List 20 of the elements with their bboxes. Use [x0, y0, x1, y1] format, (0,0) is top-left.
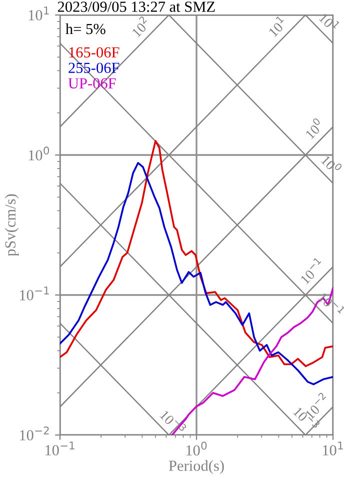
y-tick-label: 10$^{−2}$ [20, 426, 49, 440]
text: UP-06F [68, 78, 116, 88]
y-tick-label: 10$^{−1}$ [20, 286, 49, 300]
annotation: 10$^{2}$ [129, 16, 151, 38]
annotation: 10$^{0}$ [302, 117, 325, 140]
x-tick-label: 10$^{0}$ [186, 442, 207, 456]
text: 255-06F [68, 62, 120, 74]
y-axis-title: pSv(cm/s) [4, 194, 19, 256]
annotation: 10$^{1}$ [266, 15, 288, 38]
annotation: 10$^{−1}$ [298, 256, 326, 285]
annotation: 10$^{−3}$ [160, 408, 187, 436]
y-tick-label: 10$^{0}$ [28, 146, 50, 160]
x-tick-label: 10$^{−1}$ [46, 442, 74, 456]
x-axis-title: Period(s) [168, 460, 224, 474]
y-tick-label: 10$^{1}$ [28, 6, 49, 20]
annotation: h= 5% [66, 23, 106, 34]
chart-title: 2023/09/05 13:27 at SMZ [58, 2, 215, 12]
annotation: 10$^{−1}$ [318, 290, 346, 318]
text: 165-06F [69, 47, 120, 58]
x-tick-label: 10$^{1}$ [322, 442, 343, 456]
